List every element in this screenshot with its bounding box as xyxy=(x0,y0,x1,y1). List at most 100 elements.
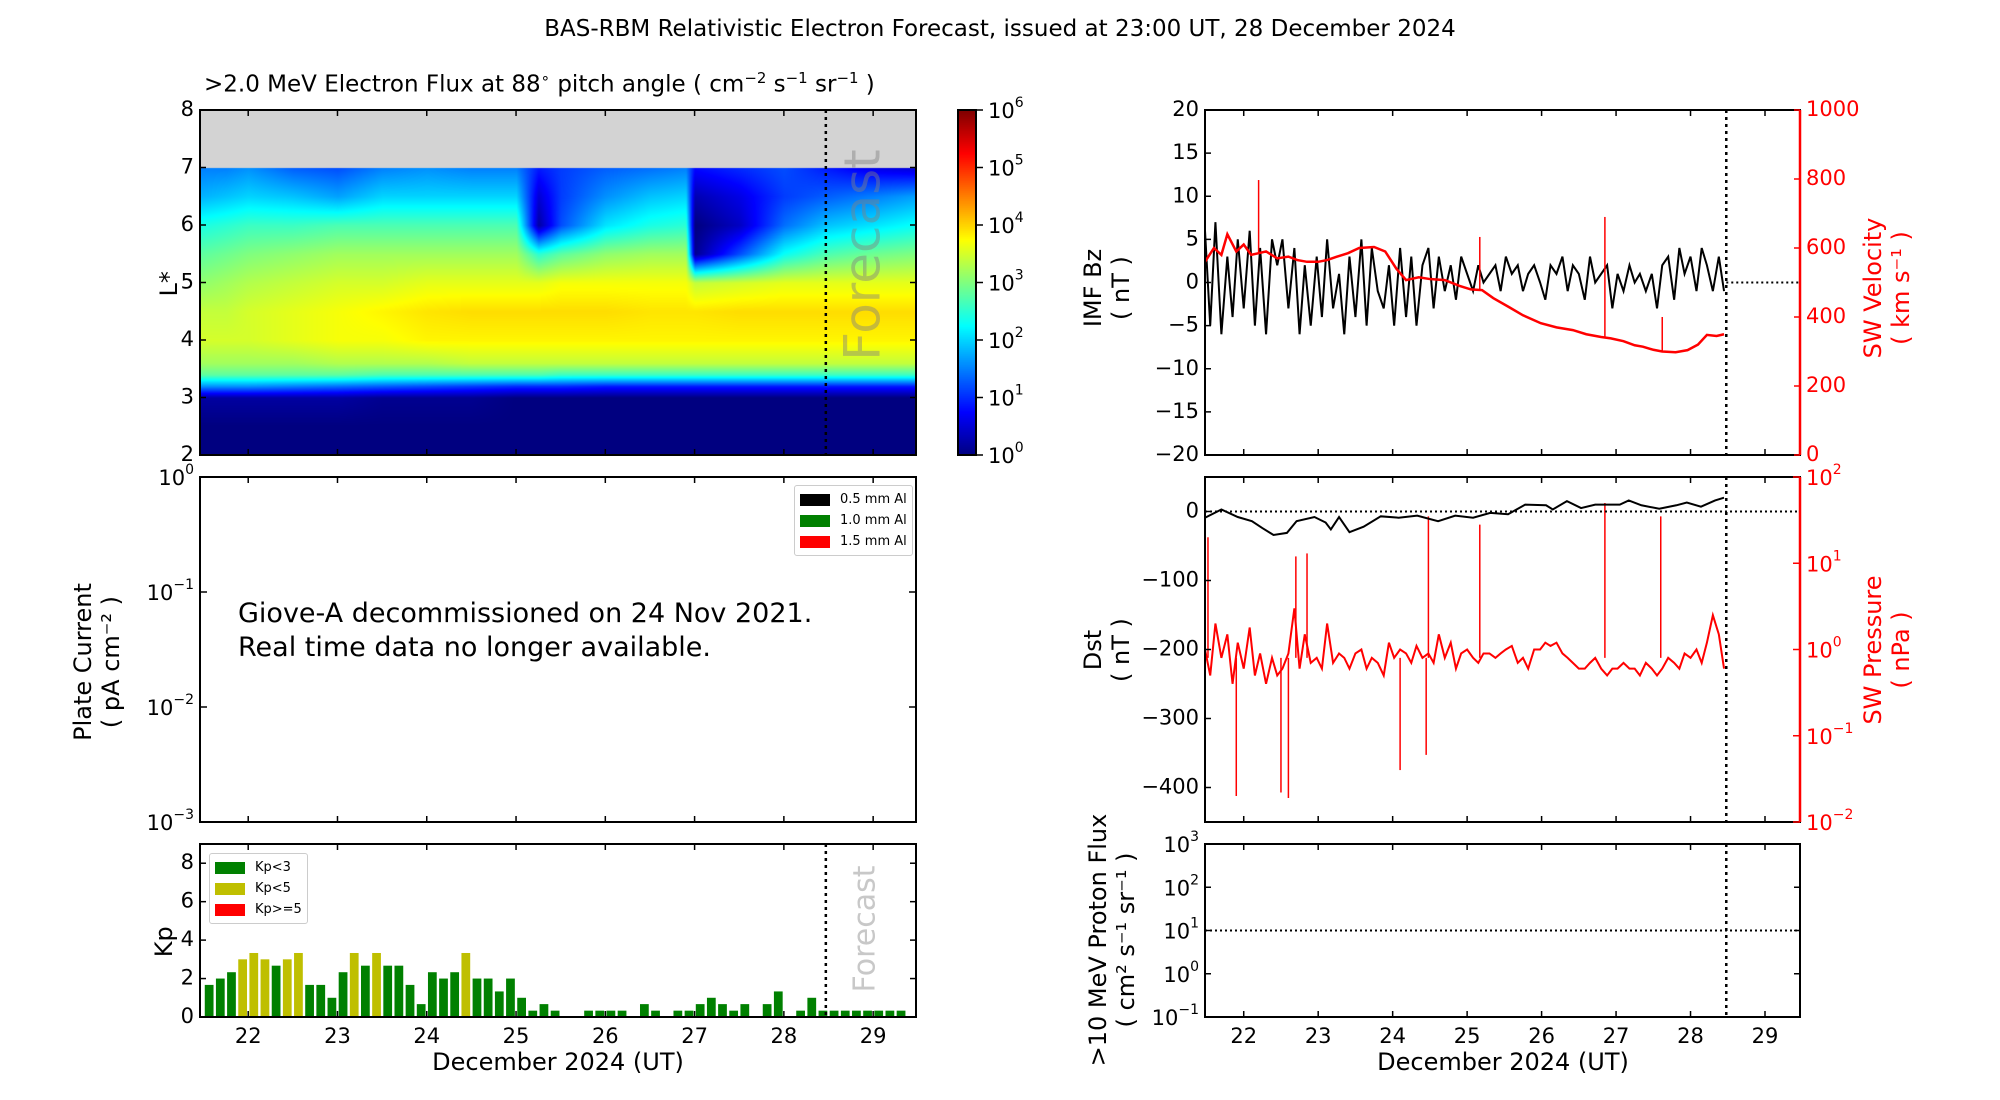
y2-tick-label: 100 xyxy=(1806,635,1842,663)
kp-bar xyxy=(349,952,359,1017)
y-tick-label: 6 xyxy=(181,212,194,236)
x-tick-label: 29 xyxy=(860,1024,887,1048)
dst-axes-frame xyxy=(1204,476,1801,823)
kp-bar xyxy=(517,997,526,1017)
kp-bar xyxy=(673,1010,683,1017)
legend-item: 0.5 mm Al xyxy=(800,489,907,510)
kp-bar xyxy=(863,1010,872,1017)
kp-bar xyxy=(305,984,314,1017)
kp-axes-frame xyxy=(199,843,917,1018)
colorbar-frame xyxy=(957,109,977,456)
x-tick-label: 23 xyxy=(1305,1024,1332,1048)
kp-bar xyxy=(818,1010,828,1017)
figure-title: BAS-RBM Relativistic Electron Forecast, … xyxy=(544,16,1456,42)
kp-bar xyxy=(539,1004,549,1017)
kp-bar xyxy=(852,1010,861,1017)
y-tick-label: 3 xyxy=(181,385,194,409)
y-tick-label: −100 xyxy=(1141,568,1199,592)
x-tick-label: 24 xyxy=(1379,1024,1406,1048)
y-tick-label: 4 xyxy=(181,327,194,351)
x-tick-label: 29 xyxy=(1752,1024,1779,1048)
right-xlabel: December 2024 (UT) xyxy=(1377,1048,1629,1076)
colorbar-tick-label: 102 xyxy=(988,325,1024,353)
colorbar-tick-label: 105 xyxy=(988,153,1024,181)
kp-bar xyxy=(327,997,337,1017)
kp-bar xyxy=(450,972,460,1017)
colorbar-tick-label: 106 xyxy=(988,95,1024,123)
colorbar-tick-label: 103 xyxy=(988,268,1024,296)
kp-bar xyxy=(651,1010,660,1017)
kp-bar xyxy=(840,1010,850,1017)
x-tick-label: 22 xyxy=(235,1024,262,1048)
pressure-ylabel: SW Pressure( nPa ) xyxy=(1859,575,1915,725)
imf-bz-line xyxy=(1204,222,1726,335)
x-tick-label: 27 xyxy=(681,1024,708,1048)
kp-bar xyxy=(885,1010,895,1017)
flux-axes-frame xyxy=(199,109,917,456)
kp-bar xyxy=(372,952,381,1017)
y2-tick-label: 600 xyxy=(1806,235,1846,259)
decommission-annotation: Giove-A decommissioned on 24 Nov 2021. Re… xyxy=(238,598,813,663)
kp-bar xyxy=(706,997,716,1017)
y-tick-label: 7 xyxy=(181,155,194,179)
kp-bar xyxy=(550,1010,560,1017)
kp-bar xyxy=(461,952,471,1017)
y-tick-label: 10−1 xyxy=(1152,1002,1199,1030)
y2-tick-label: 800 xyxy=(1806,166,1846,190)
y2-tick-label: 101 xyxy=(1806,548,1842,576)
kp-bar xyxy=(282,959,292,1017)
kp-bar xyxy=(361,965,370,1017)
x-tick-label: 27 xyxy=(1603,1024,1630,1048)
flux-panel-title: >2.0 MeV Electron Flux at 88∘ pitch angl… xyxy=(204,69,875,98)
y-tick-label: −200 xyxy=(1141,637,1199,661)
y-tick-label: 10−2 xyxy=(147,692,194,720)
sw-velocity-line xyxy=(1203,230,1725,354)
kp-bar xyxy=(405,984,415,1017)
x-tick-label: 22 xyxy=(1230,1024,1257,1048)
y-tick-label: 100 xyxy=(158,462,194,490)
colorbar-tick-label: 101 xyxy=(988,383,1024,411)
kp-bar xyxy=(204,984,214,1017)
kp-bar xyxy=(227,972,236,1017)
imf-ylabel: IMF Bz( nT ) xyxy=(1079,248,1135,328)
kp-bar xyxy=(427,972,437,1017)
kp-bar xyxy=(338,972,348,1017)
y-tick-label: −400 xyxy=(1141,775,1199,799)
flux-ylabel: L* xyxy=(155,271,184,297)
y-tick-label: 100 xyxy=(1163,959,1199,987)
kp-forecast-label: Forecast xyxy=(847,865,882,992)
kp-bar xyxy=(260,959,270,1017)
kp-bar xyxy=(740,1004,750,1017)
kp-bar xyxy=(316,984,326,1017)
kp-bar xyxy=(874,1010,884,1017)
plate-current-ylabel: Plate Current( pA cm⁻² ) xyxy=(69,583,125,741)
y-tick-label: 2 xyxy=(181,966,194,990)
kp-bar xyxy=(472,978,482,1017)
y-tick-label: −20 xyxy=(1155,442,1199,466)
proton-ylabel: >10 MeV Proton Flux( cm² s⁻¹ sr⁻¹ ) xyxy=(1084,813,1140,1067)
kp-bar xyxy=(416,1004,426,1017)
plate-current-legend: 0.5 mm Al 1.0 mm Al 1.5 mm Al xyxy=(794,485,913,556)
x-tick-label: 24 xyxy=(413,1024,440,1048)
kp-bar xyxy=(684,1010,694,1017)
y2-tick-label: 200 xyxy=(1806,373,1846,397)
kp-legend: Kp<3 Kp<5 Kp>=5 xyxy=(209,853,308,924)
legend-item: 1.5 mm Al xyxy=(800,531,907,552)
plate-axes-frame xyxy=(199,476,917,823)
dst-line xyxy=(1204,496,1725,537)
kp-bar xyxy=(762,1004,772,1017)
kp-bar xyxy=(606,1010,616,1017)
legend-item: Kp>=5 xyxy=(215,899,302,920)
electron-flux-heatmap xyxy=(200,110,916,455)
y-tick-label: 20 xyxy=(1172,97,1199,121)
kp-bar xyxy=(773,991,783,1017)
kp-bar xyxy=(528,1010,538,1017)
kp-bar xyxy=(796,1010,805,1017)
y-tick-label: 5 xyxy=(1186,226,1199,250)
kp-bar xyxy=(639,1004,649,1017)
y2-tick-label: 10−1 xyxy=(1806,721,1853,749)
y-tick-label: 10 xyxy=(1172,183,1199,207)
y-tick-label: 0 xyxy=(181,1004,194,1028)
kp-bar xyxy=(729,1010,739,1017)
y2-tick-label: 400 xyxy=(1806,304,1846,328)
